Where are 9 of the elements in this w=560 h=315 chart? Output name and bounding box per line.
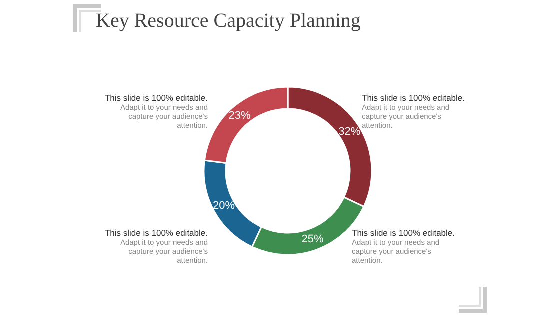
text: This slide is 100% editable. (362, 93, 466, 103)
chart-title: Key Resource Capacity Planning (96, 10, 361, 33)
text: This slide is 100% editable. (352, 228, 456, 238)
text: This slide is 100% editable. (104, 93, 208, 103)
data-label: 23% (228, 110, 251, 122)
text: This slide is 100% editable. (104, 228, 208, 238)
data-label: 20% (213, 200, 236, 212)
data-label: 25% (302, 234, 324, 246)
data-label: 32% (338, 126, 361, 138)
